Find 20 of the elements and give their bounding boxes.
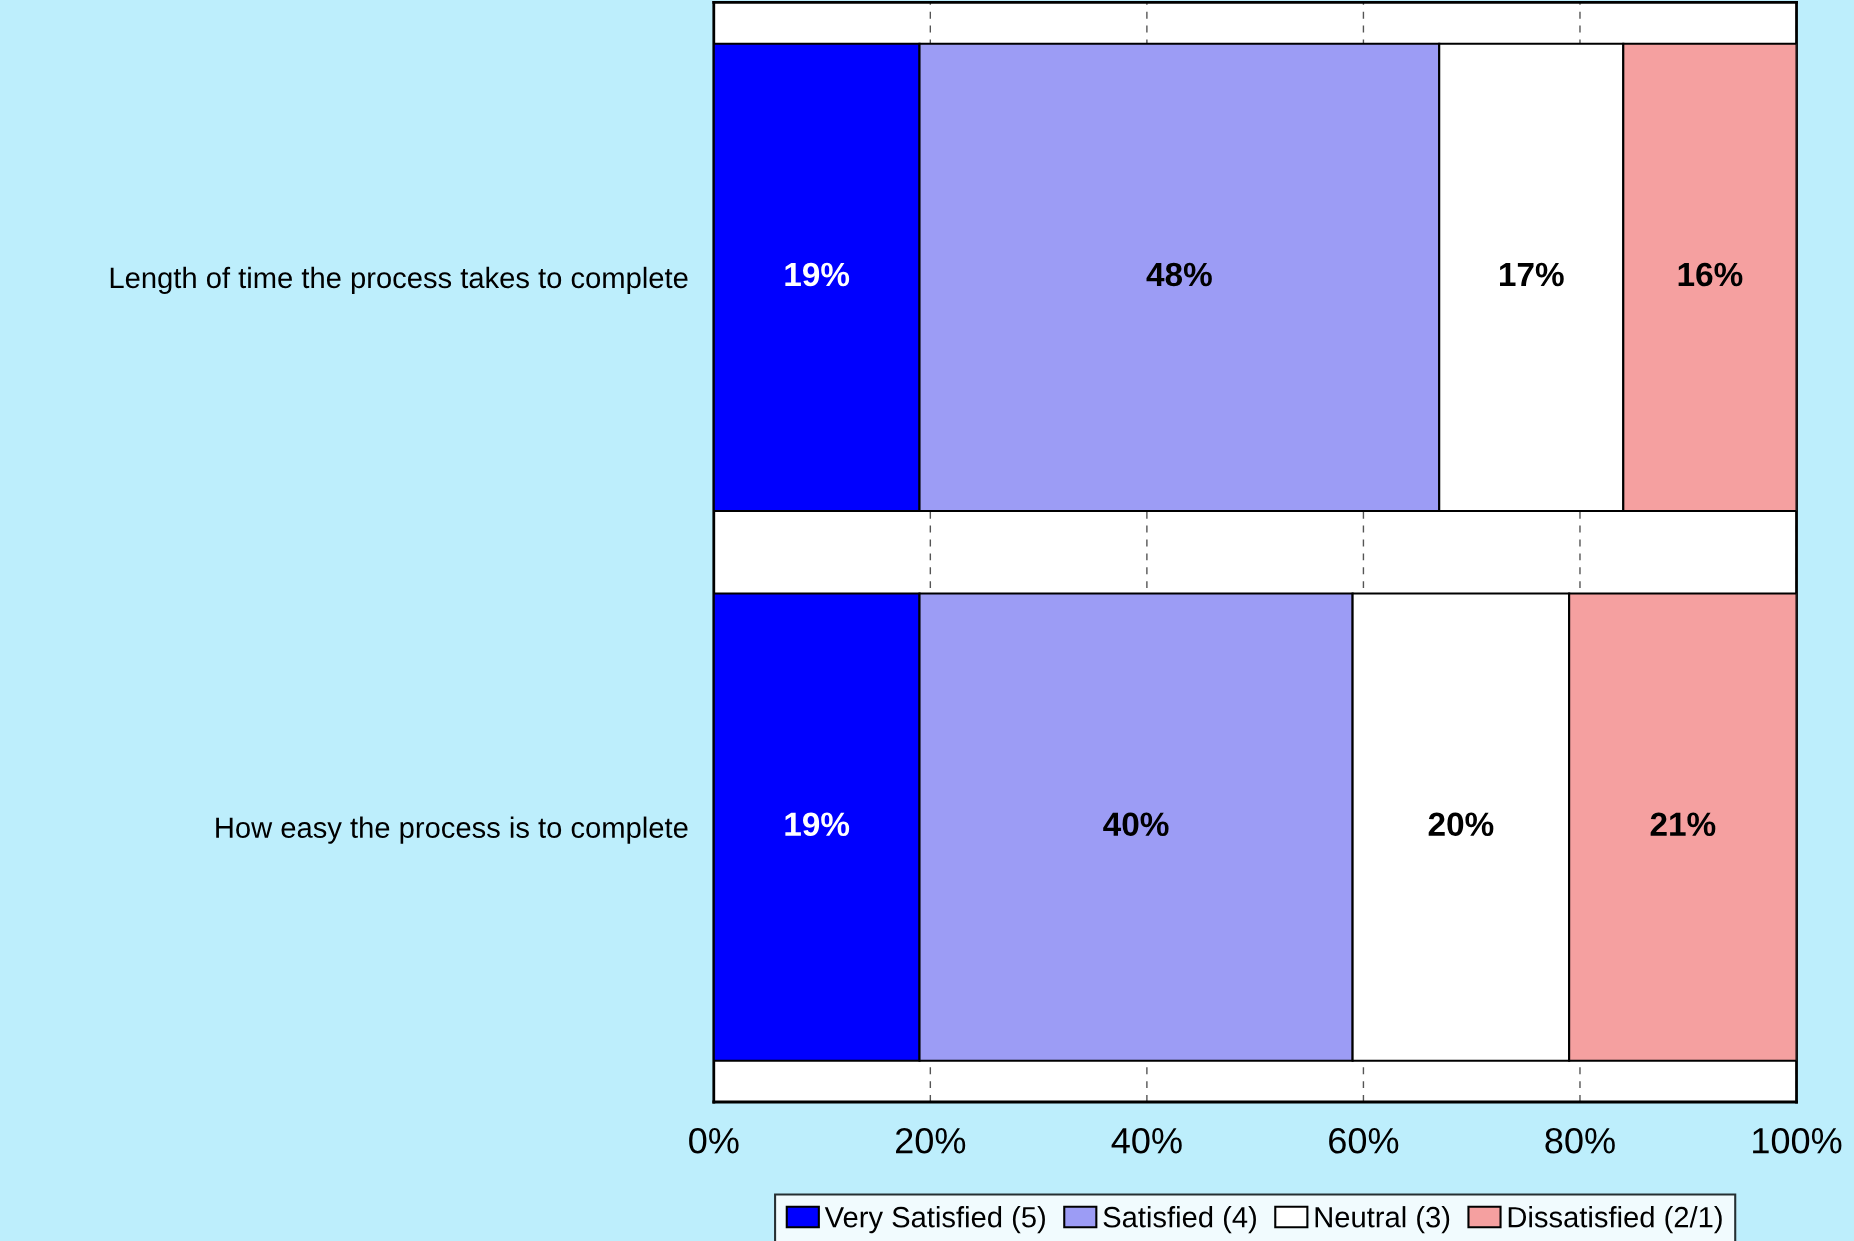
x-tick-label: 20% (896, 1127, 966, 1154)
x-tick-label: 100% (1753, 1127, 1842, 1154)
data-label: 48% (1146, 262, 1212, 287)
y-tick-label: How easy the process is to complete (216, 816, 688, 844)
data-label: 19% (785, 812, 850, 837)
data-label: 17% (1500, 262, 1564, 287)
data-label: 40% (1103, 812, 1169, 837)
legend-label: Very Satisfied (5) (824, 1206, 1045, 1234)
data-label: 19% (785, 262, 850, 287)
y-tick-label: Length of time the process takes to complete (110, 266, 688, 294)
x-tick-label: 80% (1545, 1127, 1615, 1154)
data-label: 16% (1678, 262, 1743, 287)
x-tick-label: 60% (1329, 1127, 1399, 1154)
legend-label: Dissatisfied (2/1) (1508, 1206, 1722, 1234)
data-label: 20% (1428, 812, 1494, 837)
legend-label: Satisfied (4) (1103, 1206, 1256, 1234)
x-tick-label: 40% (1111, 1127, 1182, 1154)
legend-label: Neutral (3) (1315, 1206, 1450, 1234)
x-tick-label: 0% (689, 1127, 739, 1154)
data-label: 21% (1650, 812, 1716, 837)
